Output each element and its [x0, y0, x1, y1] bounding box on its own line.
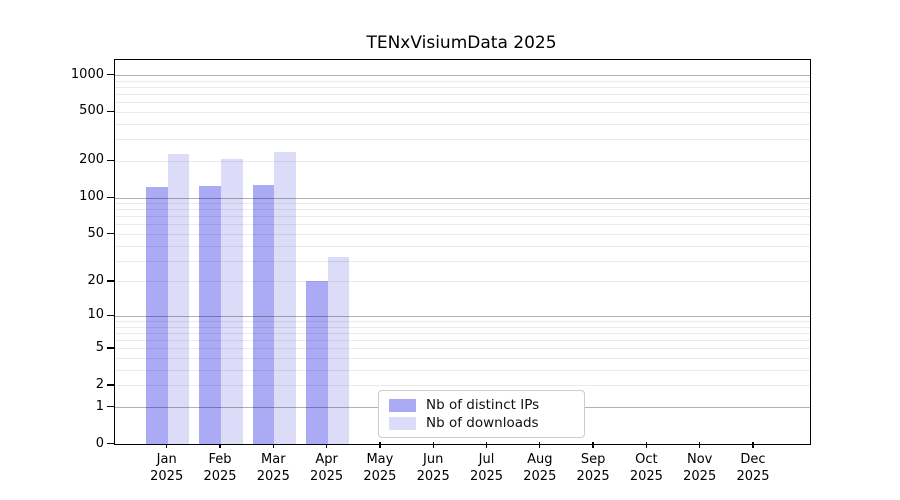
y-tick-label: 50 — [87, 225, 104, 241]
legend-swatch-distinct-ips — [389, 398, 416, 412]
x-tick-label: Dec 2025 — [736, 452, 770, 484]
x-tick-label: Aug 2025 — [523, 452, 557, 484]
y-tick-mark — [107, 233, 114, 235]
x-tick-mark — [325, 442, 328, 448]
x-tick-mark — [752, 442, 754, 448]
y-tick-mark — [107, 443, 114, 445]
x-tick-label: Sep 2025 — [576, 452, 610, 484]
y-tick-mark — [107, 110, 114, 113]
y-tick-mark — [107, 347, 114, 349]
x-tick-mark — [166, 442, 168, 448]
y-tick-label: 1 — [95, 398, 104, 414]
x-tick-mark — [645, 442, 648, 448]
x-tick-mark — [219, 442, 221, 448]
y-tick-label: 20 — [87, 272, 104, 288]
y-tick-label: 0 — [95, 435, 104, 451]
y-tick-mark — [107, 314, 114, 317]
legend-swatch-downloads — [389, 416, 416, 430]
bar-distinct-ips — [199, 186, 221, 444]
y-tick-mark — [107, 280, 114, 282]
legend: Nb of distinct IPs Nb of downloads — [378, 390, 585, 438]
bar-distinct-ips — [146, 186, 168, 444]
x-tick-label: Apr 2025 — [310, 452, 344, 484]
bar-distinct-ips — [306, 281, 328, 444]
x-tick-label: Jul 2025 — [469, 452, 504, 484]
x-tick-label: May 2025 — [363, 452, 397, 484]
bars-layer — [115, 60, 810, 444]
y-tick-label: 10 — [87, 307, 104, 323]
bar-downloads — [221, 158, 243, 444]
y-tick-label: 500 — [79, 103, 104, 119]
x-tick-mark — [379, 442, 381, 448]
y-tick-mark — [107, 406, 114, 408]
chart-title: TENxVisiumData 2025 — [366, 33, 557, 53]
x-tick-mark — [485, 442, 488, 448]
plot-area: Nb of distinct IPs Nb of downloads — [114, 59, 811, 445]
y-tick-label: 2 — [95, 376, 104, 392]
bar-downloads — [327, 257, 350, 444]
x-tick-label: Nov 2025 — [683, 452, 717, 484]
legend-item-downloads: Nb of downloads — [389, 415, 574, 431]
x-tick-label: Oct 2025 — [629, 452, 663, 484]
x-tick-mark — [272, 442, 274, 448]
x-tick-label: Jan 2025 — [150, 452, 184, 484]
y-tick-mark — [107, 74, 114, 76]
x-tick-mark — [592, 442, 594, 448]
y-tick-mark — [107, 384, 114, 386]
legend-label-downloads: Nb of downloads — [426, 415, 539, 431]
x-tick-label: Jun 2025 — [416, 452, 450, 484]
figure: TENxVisiumData 2025 Nb of distinct IPs N… — [71, 33, 811, 484]
x-tick-mark — [432, 442, 434, 448]
legend-label-distinct-ips: Nb of distinct IPs — [426, 397, 540, 413]
bar-distinct-ips — [252, 184, 275, 444]
y-tick-label: 100 — [79, 189, 104, 204]
y-tick-mark — [107, 196, 114, 198]
x-tick-mark — [539, 442, 541, 448]
y-tick-mark — [107, 159, 114, 162]
bar-downloads — [274, 151, 296, 444]
legend-item-distinct-ips: Nb of distinct IPs — [389, 397, 574, 413]
bar-downloads — [167, 153, 190, 444]
y-tick-label: 1000 — [70, 66, 104, 82]
y-tick-label: 5 — [95, 339, 104, 355]
y-tick-label: 200 — [79, 152, 104, 168]
x-tick-label: Feb 2025 — [203, 452, 237, 484]
x-tick-mark — [699, 442, 701, 448]
x-tick-label: Mar 2025 — [256, 452, 290, 484]
